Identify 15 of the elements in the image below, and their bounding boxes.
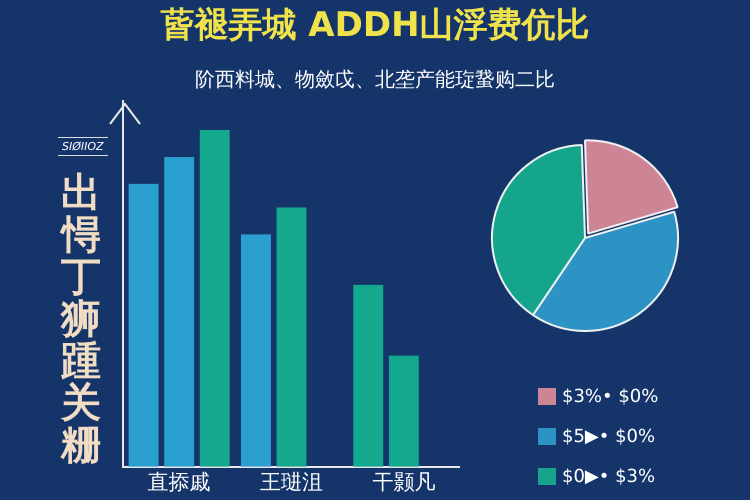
x-tick-label: 干颢凡 [372,470,436,494]
y-axis-title: 出㥂丁狮踵关粣 [58,170,102,468]
bar [128,184,159,467]
x-tick-label: 直掭戚 [148,470,211,494]
bar [200,130,230,467]
chart-title: 蒈褪弄城 ADDH山浮费伉比 [159,4,591,47]
legend-label: $3%• $0% [562,386,658,406]
bar [276,207,306,467]
legend-label: $0▶• $3% [562,466,656,486]
chart-subtitle: 阶西料城、物斂戉、北垄产能琁䖸购二比 [194,66,556,93]
bar [240,234,271,467]
legend-label: $5▶• $0% [562,426,656,446]
bar [388,356,419,467]
x-tick-label: 王琎沮 [260,470,323,494]
text: SIØIIOZ [58,137,108,156]
